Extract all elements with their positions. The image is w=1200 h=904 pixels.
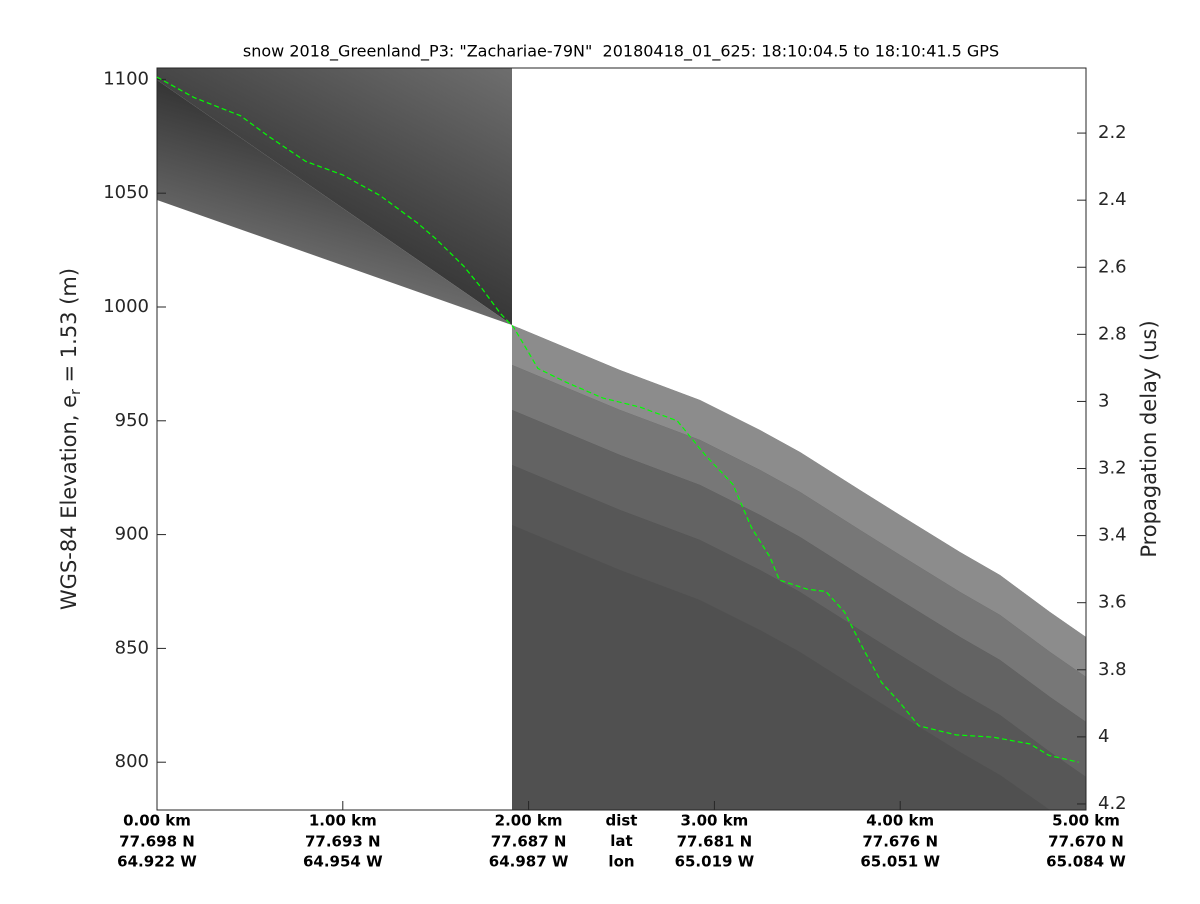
y-tick-label: 1050 [103,182,149,203]
row-label: lat [610,832,632,850]
plot-frame [156,67,1087,811]
y-tick-label: 850 [115,637,149,658]
x-tick-lat: 77.693 N [305,833,381,851]
chart-title: snow 2018_Greenland_P3: "Zachariae-79N" … [243,42,999,62]
x-tick-lon: 65.084 W [1046,853,1126,871]
x-tick-lon: 65.051 W [860,853,940,871]
x-tick-lon: 64.922 W [117,853,197,871]
x-tick-lat: 77.676 N [862,833,938,851]
y2-tick-label: 2.4 [1098,189,1127,210]
echogram-band [512,365,1086,722]
echogram-upper [157,68,512,325]
y2-tick-label: 3.2 [1098,458,1127,479]
y2-tick-label: 3 [1098,390,1109,411]
x-tick-label: 2.00 km [495,812,563,830]
x-tick-label: 3.00 km [680,812,748,830]
x-tick-label: 4.00 km [866,812,934,830]
y2-tick-label: 2.6 [1098,256,1127,277]
echogram-lower [157,80,512,325]
y-label-sub: r [68,389,84,395]
x-tick-lon: 65.019 W [675,853,755,871]
y-label-main: WGS-84 Elevation, e [57,395,81,610]
row-label: dist [606,812,638,830]
echogram-band [512,465,1086,810]
x-tick-label: 0.00 km [123,812,191,830]
surface-line [156,76,1079,763]
x-tick-lat: 77.670 N [1048,833,1124,851]
x-tick-lat: 77.681 N [677,833,753,851]
x-tick-lon: 64.987 W [489,853,569,871]
y2-tick-label: 2.8 [1098,323,1127,344]
y-tick-label: 900 [115,524,149,545]
y2-tick-label: 4 [1098,726,1109,747]
y-label-rest: = 1.53 (m) [57,268,81,389]
y2-tick-label: 4.2 [1098,793,1127,814]
y2-tick-label: 3.6 [1098,592,1127,613]
x-tick-lon: 64.954 W [303,853,383,871]
x-tick-lat: 77.687 N [491,833,567,851]
y2-tick-label: 3.4 [1098,525,1127,546]
x-tick-label: 1.00 km [309,812,377,830]
y-axis-label: WGS-84 Elevation, er = 1.53 (m) [57,268,84,610]
row-label: lon [608,853,634,871]
y2-tick-label: 3.8 [1098,659,1127,680]
y-tick-label: 1100 [103,68,149,89]
echogram [157,68,1086,810]
y-tick-label: 950 [115,410,149,431]
y-tick-label: 800 [115,751,149,772]
x-tick-label: 5.00 km [1052,812,1120,830]
x-tick-lat: 77.698 N [119,833,195,851]
y-tick-label: 1000 [103,296,149,317]
y2-tick-label: 2.2 [1098,122,1127,143]
y2-axis-label: Propagation delay (us) [1137,320,1161,557]
echogram-band [512,410,1086,777]
echogram-blank [512,68,1086,637]
